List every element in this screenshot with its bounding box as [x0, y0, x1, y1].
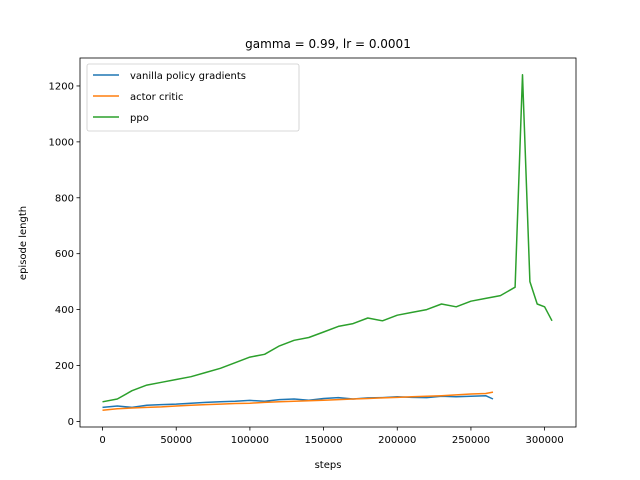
chart-title: gamma = 0.99, lr = 0.0001	[245, 37, 411, 51]
legend: vanilla policy gradients actor critic ppo	[86, 63, 300, 132]
y-axis-label: episode length	[18, 206, 29, 280]
legend-box	[86, 63, 300, 132]
x-tick-label: 0	[99, 435, 105, 446]
y-tick-label: 200	[55, 361, 74, 372]
series-line-2	[102, 74, 553, 403]
y-tick-label: 800	[55, 193, 74, 204]
series-line-0	[102, 394, 494, 409]
x-tick-label: 50000	[160, 435, 192, 446]
x-tick-label: 150000	[304, 435, 342, 446]
series-layer	[102, 74, 553, 411]
x-axis: 0 50000 100000 150000 200000 250000 300000	[99, 427, 564, 446]
legend-label-1: actor critic	[130, 92, 184, 103]
legend-label-2: ppo	[130, 113, 149, 124]
x-tick-label: 200000	[378, 435, 416, 446]
x-axis-label: steps	[315, 460, 342, 471]
series-line-1	[102, 391, 494, 411]
y-tick-label: 1000	[49, 137, 74, 148]
y-tick-label: 1200	[49, 81, 74, 92]
y-tick-label: 400	[55, 305, 74, 316]
y-axis: 0 200 400 600 800 1000 1200	[49, 81, 80, 428]
legend-label-0: vanilla policy gradients	[130, 71, 246, 82]
y-tick-label: 0	[68, 417, 74, 428]
y-tick-label: 600	[55, 249, 74, 260]
x-tick-label: 300000	[526, 435, 564, 446]
plot-frame	[79, 57, 577, 428]
x-tick-label: 250000	[452, 435, 490, 446]
x-tick-label: 100000	[231, 435, 269, 446]
